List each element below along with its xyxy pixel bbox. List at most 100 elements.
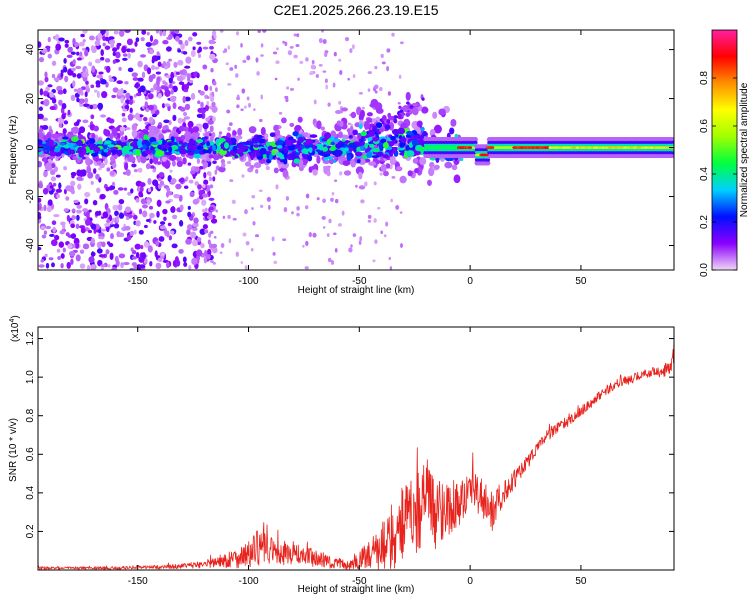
heatmap-cell (148, 205, 154, 210)
heatmap-cell (274, 129, 281, 135)
heatmap-cell (400, 242, 403, 249)
heatmap-cell (170, 145, 179, 150)
heatmap-cell (636, 146, 640, 149)
heatmap-cell (111, 217, 116, 223)
heatmap-cell (163, 119, 170, 124)
heatmap-cell (670, 143, 674, 147)
heatmap-cell (159, 180, 164, 186)
heatmap-cell (243, 105, 247, 109)
heatmap-cell (55, 188, 62, 193)
heatmap-cell (307, 154, 313, 162)
heatmap-cell (51, 60, 57, 66)
heatmap-cell (297, 136, 304, 143)
heatmap-cell (105, 45, 111, 50)
heatmap-cell (278, 111, 283, 115)
heatmap-cell (282, 40, 285, 44)
heatmap-cell (548, 146, 553, 149)
heatmap-cell (38, 113, 44, 120)
heatmap-cell (53, 214, 60, 218)
heatmap-cell (292, 131, 299, 137)
heatmap-cell (178, 248, 184, 254)
heatmap-cell (236, 104, 240, 109)
heatmap-cell (348, 247, 353, 253)
heatmap-cell (150, 87, 154, 93)
heatmap-cell (358, 240, 362, 245)
heatmap-cell (38, 106, 43, 112)
heatmap-cell (105, 36, 109, 42)
heatmap-cell (71, 136, 79, 142)
heatmap-cell (149, 212, 155, 219)
heatmap-cell (607, 146, 612, 149)
heatmap-cell (187, 162, 192, 166)
heatmap-cell (171, 243, 178, 249)
heatmap-cell (260, 126, 266, 136)
heatmap-cell (94, 210, 101, 216)
heatmap-cell (341, 138, 346, 142)
heatmap-cell (88, 35, 95, 41)
heatmap-cell (367, 219, 372, 223)
heatmap-cell (321, 30, 324, 33)
heatmap-cell (174, 30, 180, 34)
heatmap-cell (206, 96, 210, 99)
heatmap-cell (324, 132, 331, 139)
figure-title: C2E1.2025.266.23.19.E15 (273, 2, 438, 18)
heatmap-cell (50, 163, 56, 168)
heatmap-cell (127, 138, 134, 142)
heatmap-cell (104, 157, 108, 166)
heatmap-cell (116, 80, 123, 85)
heatmap-cell (170, 71, 175, 80)
heatmap-cell (361, 106, 365, 110)
heatmap-cell (151, 113, 158, 118)
heatmap-cell (184, 103, 191, 111)
heatmap-cell (200, 242, 205, 249)
heatmap-cell (44, 76, 49, 83)
heatmap-cell (200, 109, 207, 114)
heatmap-cell (215, 209, 218, 213)
heatmap-cell (45, 262, 50, 269)
heatmap-cell (97, 32, 103, 41)
heatmap-cell (89, 138, 96, 145)
heatmap-cell (91, 264, 95, 269)
heatmap-cell (87, 229, 93, 234)
heatmap-cell (157, 144, 162, 150)
heatmap-cell (169, 230, 175, 235)
heatmap-cell (108, 78, 115, 82)
heatmap-cell (249, 164, 255, 170)
heatmap-cell (178, 220, 184, 227)
heatmap-cell (670, 148, 674, 152)
heatmap-cell (187, 205, 191, 210)
heatmap-cell (148, 104, 155, 111)
heatmap-cell (91, 45, 97, 54)
heatmap-cell (284, 41, 288, 47)
heatmap-cell (344, 147, 349, 152)
heatmap-cell (52, 226, 56, 233)
colorbar-tick-label: 0.6 (699, 119, 710, 133)
heatmap-cell (90, 237, 96, 244)
heatmap-cell (57, 40, 61, 44)
heatmap-cell (257, 30, 261, 33)
heatmap-cell (422, 131, 427, 137)
heatmap-cell (187, 211, 192, 218)
heatmap-cell (76, 139, 83, 147)
heatmap-cell (196, 113, 203, 119)
heatmap-cell (212, 160, 217, 164)
heatmap-cell (205, 254, 211, 260)
heatmap-cell (141, 252, 147, 260)
heatmap-cell (124, 135, 128, 142)
heatmap-cell (290, 152, 297, 160)
heatmap-cell (43, 230, 48, 235)
heatmap-cell (67, 149, 72, 155)
heatmap-cell (82, 103, 90, 108)
heatmap-cell (399, 109, 404, 113)
snr-multiplier: (x104) (9, 315, 21, 342)
heatmap-cell (581, 146, 586, 149)
snr-panel: -150 -100 -50 0 50 0.2 0.4 0.6 0.8 1.0 1.2 Height … (8, 315, 675, 595)
heatmap-cell (179, 204, 184, 211)
heatmap-cell (450, 119, 457, 127)
heatmap-cell (289, 87, 295, 91)
heatmap-cell (275, 152, 283, 157)
heatmap-cell (406, 101, 410, 105)
heatmap-cell (135, 92, 142, 97)
heatmap-cell (93, 228, 97, 234)
heatmap-cell (347, 77, 350, 81)
